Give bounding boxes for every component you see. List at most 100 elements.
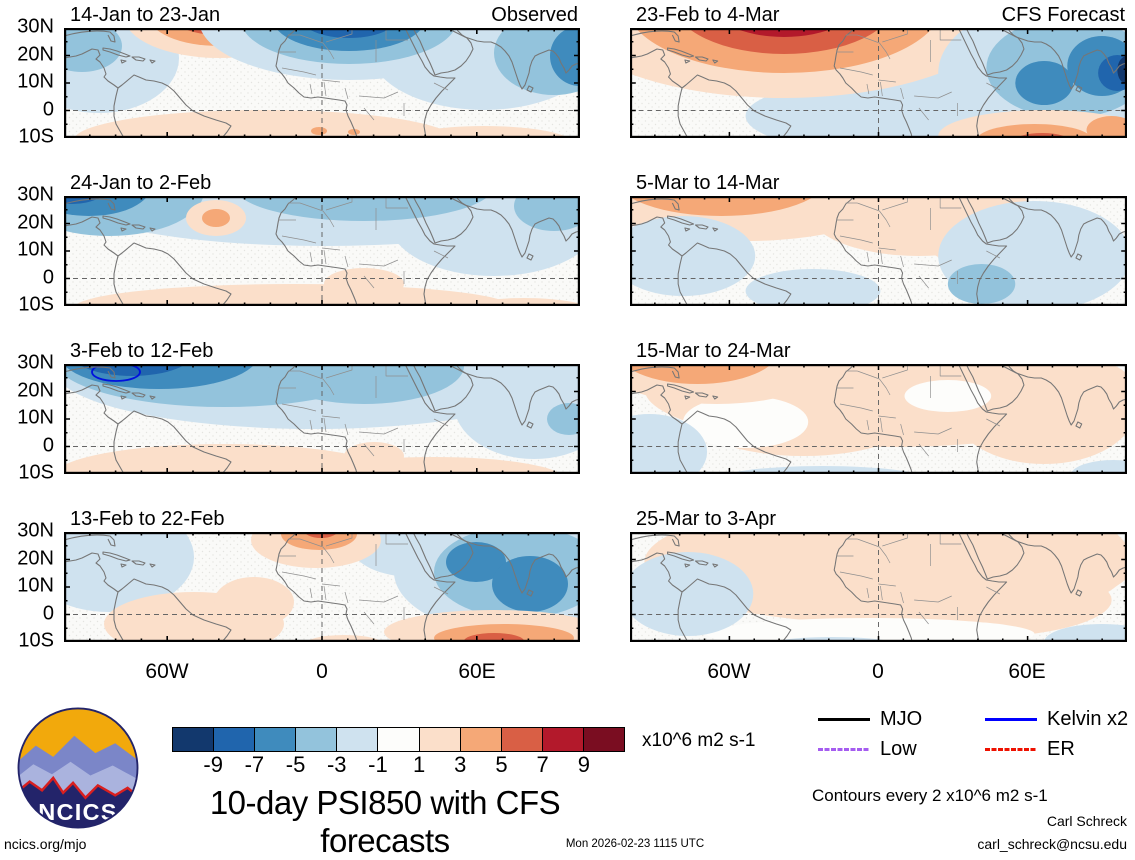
lat-label: 20N xyxy=(17,546,54,569)
lat-label: 10N xyxy=(17,238,54,261)
map-canvas xyxy=(630,28,1127,138)
lat-label: 20N xyxy=(17,210,54,233)
lat-label: 10S xyxy=(18,293,54,316)
panel-date-range: 24-Jan to 2-Feb xyxy=(70,172,212,194)
panel-title-bar: 3-Feb to 12-Feb xyxy=(64,339,580,363)
map-canvas xyxy=(630,364,1127,474)
legend-item-er: ER xyxy=(985,738,1075,761)
colorbar-cell xyxy=(214,728,256,751)
colorbar-labels: -9 -7 -5 -3 -1 1 3 5 7 9 xyxy=(172,752,625,778)
lat-label: 30N xyxy=(17,15,54,38)
lat-label: 10S xyxy=(18,125,54,148)
panel-observed-3: 3-Feb to 12-Feb xyxy=(64,340,580,474)
colorbar-cell xyxy=(501,728,543,751)
map-canvas xyxy=(630,196,1127,306)
panel-forecast-3: 15-Mar to 24-Mar xyxy=(630,340,1127,474)
colorbar-cell xyxy=(419,728,461,751)
legend-item-low: Low xyxy=(818,738,917,761)
panel-observed-1: 14-Jan to 23-Jan Observed xyxy=(64,4,580,138)
lat-label: 20N xyxy=(17,42,54,65)
colorbar-cell xyxy=(173,728,215,751)
lat-label: 10N xyxy=(17,406,54,429)
panel-date-range: 5-Mar to 14-Mar xyxy=(636,172,780,194)
lat-label: 30N xyxy=(17,183,54,206)
map-canvas xyxy=(630,532,1127,642)
legend-label: Low xyxy=(880,738,917,760)
colorbar-cell xyxy=(460,728,502,751)
lat-label: 10N xyxy=(17,70,54,93)
legend-label: Kelvin x2 xyxy=(1047,708,1129,730)
colorbar-tick-label: 5 xyxy=(495,752,508,777)
panel-corner-label: CFS Forecast xyxy=(1001,4,1125,26)
er-line-swatch xyxy=(985,748,1037,751)
panel-date-range: 13-Feb to 22-Feb xyxy=(70,508,225,530)
colorbar-tick-label: -7 xyxy=(244,752,265,777)
lat-axis-row3: 30N 20N 10N 0 10S xyxy=(0,351,58,483)
legend-label: MJO xyxy=(880,708,923,730)
panel-title-bar: 25-Mar to 3-Apr xyxy=(630,507,1127,531)
panel-title-bar: 5-Mar to 14-Mar xyxy=(630,171,1127,195)
colorbar-tick-label: 1 xyxy=(412,752,426,777)
lon-label: 60W xyxy=(707,660,751,683)
colorbar-tick-label: -9 xyxy=(203,752,223,777)
panel-date-range: 15-Mar to 24-Mar xyxy=(636,340,791,362)
colorbar-cell xyxy=(255,728,297,751)
lat-label: 30N xyxy=(17,519,54,542)
panel-title-bar: 24-Jan to 2-Feb xyxy=(64,171,580,195)
lat-label: 0 xyxy=(42,433,54,456)
map-canvas xyxy=(64,364,580,474)
lon-label: 60W xyxy=(145,660,189,683)
panel-date-range: 23-Feb to 4-Mar xyxy=(636,4,780,26)
panel-forecast-2: 5-Mar to 14-Mar xyxy=(630,172,1127,306)
lat-label: 0 xyxy=(42,97,54,120)
lat-axis-row2: 30N 20N 10N 0 10S xyxy=(0,183,58,315)
mjo-line-swatch xyxy=(818,718,870,721)
panel-date-range: 3-Feb to 12-Feb xyxy=(70,340,214,362)
legend-item-mjo: MJO xyxy=(818,708,922,731)
panel-forecast-1: 23-Feb to 4-Mar CFS Forecast xyxy=(630,4,1127,138)
lon-label: 60E xyxy=(458,660,496,683)
panel-corner-label: Observed xyxy=(491,4,578,26)
colorbar-cell xyxy=(337,728,379,751)
credit-name: Carl Schreck xyxy=(1046,813,1127,829)
map-canvas xyxy=(64,28,580,138)
lon-axis-left: 60W 0 60E 60W 0 60E xyxy=(0,660,1135,686)
timestamp: Mon 2026-02-23 1115 UTC xyxy=(565,838,705,850)
lon-label: 0 xyxy=(872,660,884,683)
lat-label: 30N xyxy=(17,351,54,374)
lat-label: 0 xyxy=(42,265,54,288)
colorbar-cell xyxy=(378,728,420,751)
credit-email: carl_schreck@ncsu.edu xyxy=(977,836,1127,852)
colorbar-cell xyxy=(542,728,584,751)
panel-forecast-4: 25-Mar to 3-Apr xyxy=(630,508,1127,642)
colorbar-units: x10^6 m2 s-1 xyxy=(642,730,756,751)
map-canvas xyxy=(64,532,580,642)
panel-date-range: 14-Jan to 23-Jan xyxy=(70,4,221,26)
colorbar-tick-label: 3 xyxy=(454,752,467,777)
colorbar-cell xyxy=(296,728,338,751)
map-canvas xyxy=(64,196,580,306)
site-url: ncics.org/mjo xyxy=(4,836,87,852)
lat-label: 0 xyxy=(42,601,54,624)
colorbar-cells xyxy=(172,727,625,752)
lat-label: 10S xyxy=(18,629,54,652)
colorbar-tick-label: -3 xyxy=(326,752,347,777)
colorbar-tick-label: -5 xyxy=(285,752,306,777)
colorbar-tick-label: 7 xyxy=(536,752,549,777)
panel-observed-4: 13-Feb to 22-Feb xyxy=(64,508,580,642)
lon-label: 60E xyxy=(1008,660,1046,683)
panel-observed-2: 24-Jan to 2-Feb xyxy=(64,172,580,306)
legend-item-kelvin: Kelvin x2 xyxy=(985,708,1128,731)
kelvin-contour xyxy=(91,364,141,382)
lon-label: 0 xyxy=(316,660,328,683)
ncics-logo: NCICS xyxy=(17,707,139,829)
colorbar-tick-label: 9 xyxy=(577,752,590,777)
lat-label: 10N xyxy=(17,574,54,597)
panel-title-bar: 13-Feb to 22-Feb xyxy=(64,507,580,531)
panel-title-bar: 15-Mar to 24-Mar xyxy=(630,339,1127,363)
contours-note: Contours every 2 x10^6 m2 s-1 xyxy=(812,786,1048,805)
figure-title: 10-day PSI850 with CFS forecasts xyxy=(209,784,561,859)
panel-date-range: 25-Mar to 3-Apr xyxy=(636,508,777,530)
low-line-swatch xyxy=(818,748,870,751)
